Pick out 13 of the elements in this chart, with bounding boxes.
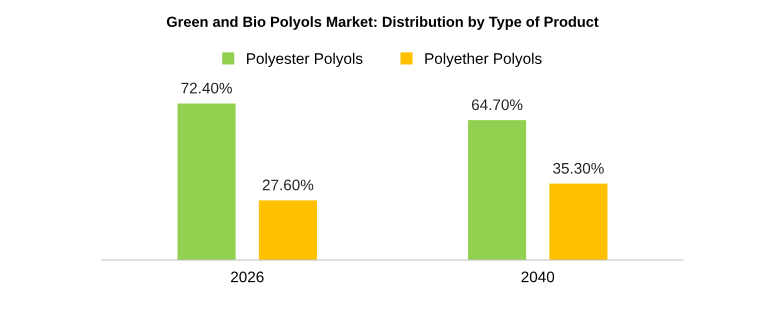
data-label: 72.40% (181, 82, 232, 94)
data-label: 64.70% (472, 99, 522, 110)
data-label: 27.60% (262, 180, 314, 190)
legend-label: Polyester Polyols (247, 52, 362, 67)
chart-title: Green and Bio Polyols Market: Distribution by Type of Product (166, 16, 599, 30)
data-label: 35.30% (553, 162, 604, 174)
bar (468, 120, 526, 260)
x-tick-label: 2026 (231, 272, 264, 282)
legend-label: Polyether Polyols (425, 52, 542, 67)
bar (549, 184, 608, 260)
bar (258, 200, 317, 260)
x-tick-label: 2040 (522, 272, 554, 282)
bar (178, 103, 236, 260)
